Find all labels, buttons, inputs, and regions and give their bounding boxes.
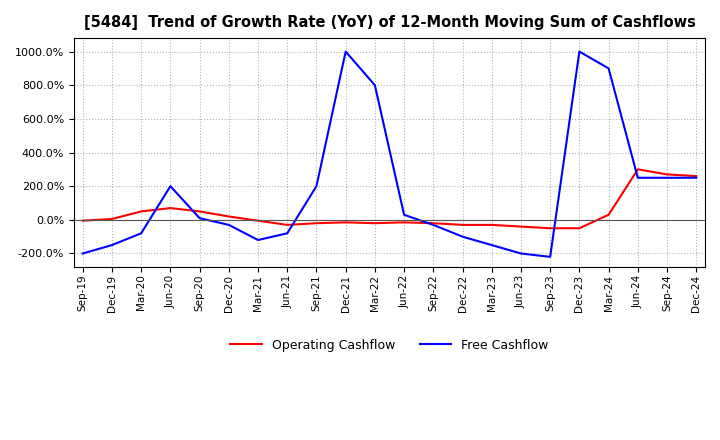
Free Cashflow	[487, 242, 496, 248]
Operating Cashflow	[400, 220, 408, 225]
Free Cashflow	[225, 222, 233, 227]
Free Cashflow	[283, 231, 292, 236]
Operating Cashflow	[546, 226, 554, 231]
Operating Cashflow	[253, 218, 262, 224]
Operating Cashflow	[225, 214, 233, 219]
Operating Cashflow	[429, 220, 438, 226]
Free Cashflow	[662, 175, 671, 180]
Free Cashflow	[604, 66, 613, 71]
Free Cashflow	[575, 49, 584, 54]
Operating Cashflow	[604, 212, 613, 217]
Operating Cashflow	[662, 172, 671, 177]
Free Cashflow	[78, 251, 87, 256]
Free Cashflow	[692, 175, 701, 180]
Operating Cashflow	[166, 205, 175, 211]
Free Cashflow	[429, 222, 438, 227]
Operating Cashflow	[283, 222, 292, 227]
Operating Cashflow	[517, 224, 526, 229]
Title: [5484]  Trend of Growth Rate (YoY) of 12-Month Moving Sum of Cashflows: [5484] Trend of Growth Rate (YoY) of 12-…	[84, 15, 696, 30]
Free Cashflow	[341, 49, 350, 54]
Free Cashflow	[400, 212, 408, 217]
Free Cashflow	[107, 242, 116, 248]
Operating Cashflow	[487, 222, 496, 227]
Line: Free Cashflow: Free Cashflow	[83, 51, 696, 257]
Free Cashflow	[312, 183, 321, 189]
Free Cashflow	[634, 175, 642, 180]
Free Cashflow	[195, 216, 204, 221]
Operating Cashflow	[107, 216, 116, 222]
Operating Cashflow	[195, 209, 204, 214]
Operating Cashflow	[78, 218, 87, 224]
Operating Cashflow	[341, 220, 350, 225]
Free Cashflow	[517, 251, 526, 256]
Operating Cashflow	[371, 220, 379, 226]
Legend: Operating Cashflow, Free Cashflow: Operating Cashflow, Free Cashflow	[225, 334, 554, 357]
Free Cashflow	[371, 83, 379, 88]
Free Cashflow	[253, 238, 262, 243]
Free Cashflow	[166, 183, 175, 189]
Operating Cashflow	[137, 209, 145, 214]
Operating Cashflow	[575, 226, 584, 231]
Operating Cashflow	[634, 167, 642, 172]
Free Cashflow	[458, 234, 467, 239]
Free Cashflow	[546, 254, 554, 260]
Line: Operating Cashflow: Operating Cashflow	[83, 169, 696, 228]
Operating Cashflow	[692, 173, 701, 179]
Operating Cashflow	[312, 220, 321, 226]
Operating Cashflow	[458, 222, 467, 227]
Free Cashflow	[137, 231, 145, 236]
